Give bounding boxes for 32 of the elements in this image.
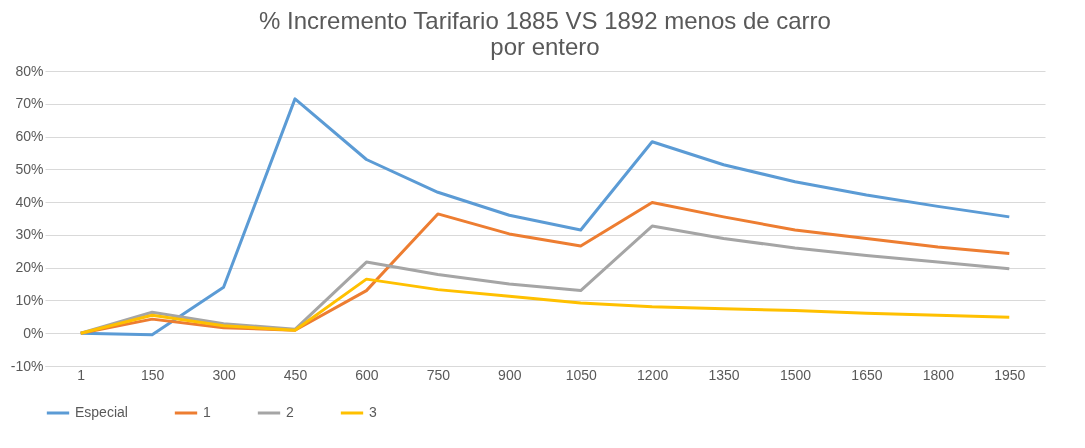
x-tick-label: 900 [498, 366, 522, 383]
x-tick-label: 150 [140, 366, 165, 383]
x-tick-label: 600 [355, 366, 379, 383]
y-tick-label: 60% [15, 128, 44, 145]
legend-label: 1 [203, 404, 211, 420]
x-tick-label: 1500 [779, 366, 812, 383]
x-tick-label: 1 [77, 366, 86, 383]
x-tick-label: 1200 [637, 366, 669, 383]
legend-label: 3 [369, 404, 377, 420]
x-tick-label: 1650 [851, 366, 883, 383]
y-tick-label: 0% [23, 324, 44, 341]
line-series [79, 277, 1011, 335]
y-tick-label: -10% [10, 357, 44, 374]
line-series [79, 97, 1011, 337]
y-tick-label: 30% [15, 226, 44, 243]
x-tick-label: 750 [426, 366, 451, 383]
y-tick-label: 70% [15, 95, 44, 112]
x-tick-label: 1350 [708, 366, 740, 383]
y-tick-label: 10% [15, 291, 44, 308]
legend-label: Especial [75, 404, 128, 420]
y-tick-label: 20% [15, 259, 44, 276]
x-tick-label: 450 [283, 366, 308, 383]
x-tick-label: 1050 [565, 366, 597, 383]
x-tick-label: 300 [212, 366, 236, 383]
chart-title: % Incremento Tarifario 1885 VS 1892 menos de carro por entero [259, 7, 831, 60]
x-tick-label: 1950 [994, 366, 1026, 383]
legend-label: 2 [286, 404, 294, 420]
y-tick-label: 80% [15, 62, 44, 79]
y-tick-label: 40% [15, 193, 44, 210]
y-tick-label: 50% [15, 160, 44, 177]
line-series [79, 224, 1011, 335]
x-tick-label: 1800 [922, 366, 955, 383]
